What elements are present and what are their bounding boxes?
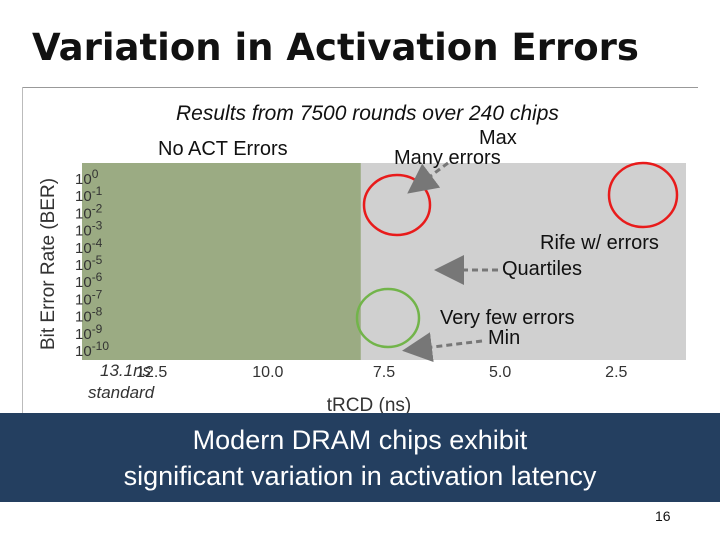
very-few-errors-circle (355, 287, 421, 349)
left-divider (22, 87, 23, 417)
title-divider (22, 87, 698, 88)
rife-errors-circle (607, 161, 679, 229)
max-arrow (407, 161, 449, 194)
rife-errors-label: Rife w/ errors (540, 232, 659, 254)
max-label: Max (479, 127, 517, 149)
very-few-errors-label: Very few errors (440, 307, 575, 329)
chart-subtitle: Results from 7500 rounds over 240 chips (176, 102, 559, 125)
x-tick-label: 2.5 (605, 364, 627, 381)
conclusion-banner: Modern DRAM chips exhibit significant va… (0, 413, 720, 502)
x-tick-label: 10.0 (252, 364, 283, 381)
y-axis-label: Bit Error Rate (BER) (38, 178, 59, 350)
standard-value-label: 13.1ns (100, 361, 152, 380)
x-tick-label: 12.5 (136, 364, 167, 381)
min-arrow (402, 332, 483, 362)
x-ticks: 12.5 10.0 7.5 5.0 2.5 (136, 364, 627, 381)
slide-title: Variation in Activation Errors (32, 26, 639, 69)
max-region-circle (362, 173, 432, 237)
many-errors-label: Many errors (394, 147, 501, 169)
no-error-region (82, 163, 361, 360)
x-tick-label: 5.0 (489, 364, 511, 381)
conclusion-line-2: significant variation in activation late… (123, 461, 597, 491)
page-number: 16 (655, 508, 671, 524)
quartiles-label: Quartiles (502, 258, 583, 280)
x-axis-label: tRCD (ns) (327, 395, 411, 416)
no-act-errors-label: No ACT Errors (158, 138, 288, 160)
standard-label: standard (88, 383, 155, 402)
min-label: Min (488, 327, 521, 349)
conclusion-line-1: Modern DRAM chips exhibit (192, 425, 528, 455)
x-tick-label: 7.5 (373, 364, 395, 381)
